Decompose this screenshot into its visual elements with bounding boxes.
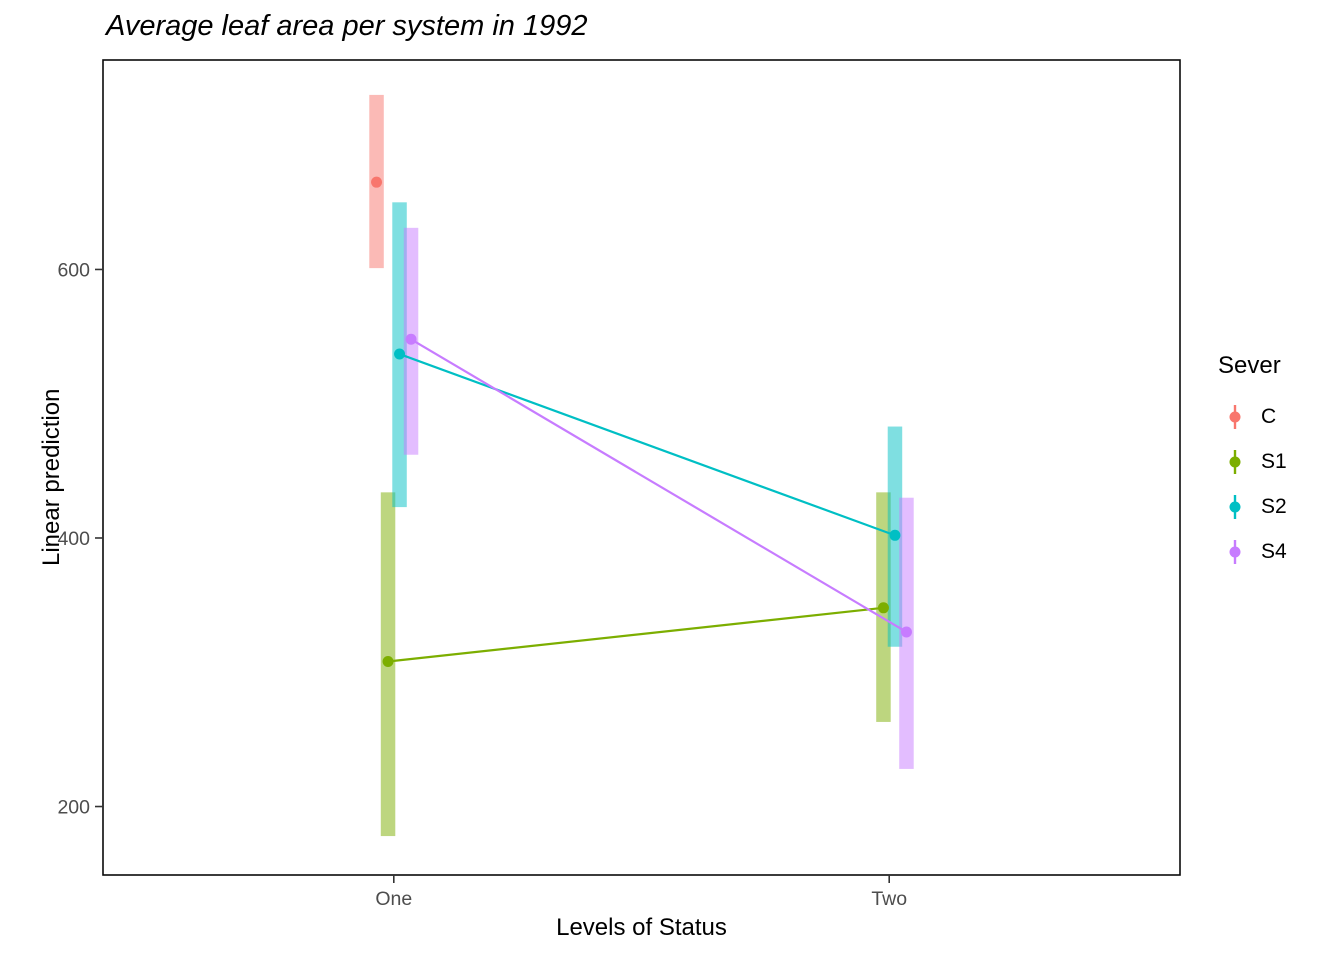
- x-tick-label: Two: [871, 888, 907, 910]
- pointrange-key-icon: [1229, 404, 1241, 429]
- chart-title: Average leaf area per system in 1992: [106, 10, 588, 42]
- data-point-c: [371, 176, 383, 188]
- x-tick-label: One: [375, 888, 412, 910]
- legend-label: S4: [1261, 539, 1287, 563]
- key-point: [1229, 501, 1241, 512]
- legend-item-c: C: [1218, 394, 1338, 439]
- key-point: [1229, 411, 1241, 422]
- legend-title: Sever: [1218, 352, 1281, 379]
- pointrange-key-icon: [1229, 449, 1241, 474]
- pointrange-key-icon: [1229, 539, 1241, 564]
- trend-line-s4: [410, 338, 908, 633]
- data-point-s1: [877, 602, 889, 614]
- pointrange-key-icon: [1229, 494, 1241, 519]
- legend-item-s2: S2: [1218, 484, 1338, 529]
- legend-label: S2: [1261, 494, 1287, 518]
- data-point-s1: [382, 656, 394, 668]
- key-point: [1229, 546, 1241, 557]
- legend-item-s4: S4: [1218, 529, 1338, 574]
- legend-label: C: [1261, 404, 1277, 428]
- key-point: [1229, 456, 1241, 467]
- x-axis-title: Levels of Status: [556, 914, 727, 941]
- legend: Sever C S1 S2: [1218, 352, 1338, 574]
- y-axis-title: Linear prediction: [38, 388, 65, 566]
- y-tick-label: 600: [57, 259, 90, 281]
- y-tick-label: 200: [57, 797, 90, 819]
- trend-line-s1: [387, 606, 884, 663]
- y-tick-label: 400: [57, 528, 90, 550]
- data-point-s4: [405, 333, 417, 345]
- trend-line-s2: [399, 353, 896, 537]
- legend-item-s1: S1: [1218, 439, 1338, 484]
- data-point-s2: [889, 529, 901, 541]
- panel-border: [102, 59, 1181, 876]
- legend-label: S1: [1261, 449, 1287, 473]
- data-point-s4: [900, 626, 912, 638]
- data-point-s2: [394, 348, 406, 360]
